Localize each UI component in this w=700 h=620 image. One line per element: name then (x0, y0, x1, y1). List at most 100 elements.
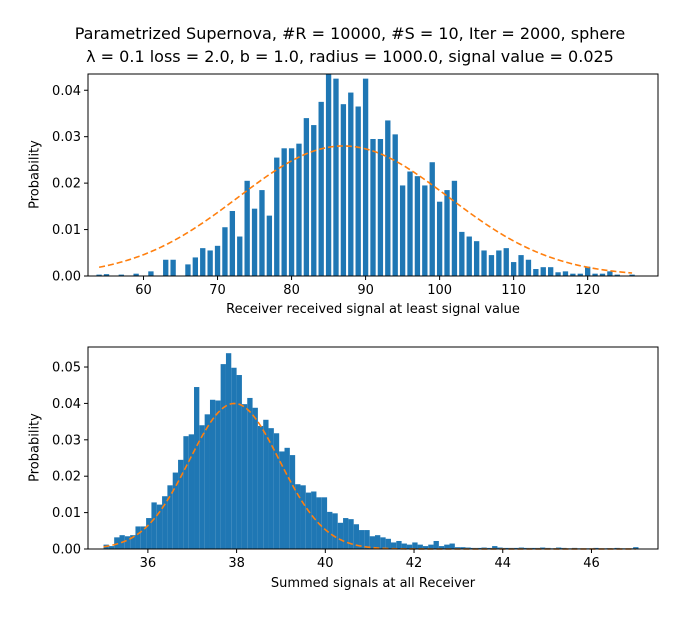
top-bar-0 (96, 274, 102, 276)
top-bar-12 (222, 227, 228, 276)
bottom-bar-9 (151, 502, 157, 549)
top-bar-58 (562, 271, 569, 276)
top-bar-47 (481, 250, 487, 276)
bottom-bar-22 (220, 364, 226, 549)
bottom-bar-2 (114, 537, 120, 549)
bottom-bar-16 (188, 434, 195, 549)
bottom-bar-6 (135, 526, 141, 549)
bottom-y-tick-label-1: 0.01 (52, 506, 81, 521)
top-bar-25 (318, 101, 324, 276)
top-y-tick-label-4: 0.04 (52, 84, 81, 99)
top-bar-52 (518, 255, 524, 276)
bottom-bar-64 (444, 544, 450, 549)
top-bar-31 (362, 78, 369, 276)
top-bar-48 (488, 255, 495, 276)
top-bar-15 (244, 180, 250, 276)
bottom-bar-7 (140, 526, 147, 549)
bottom-bar-57 (406, 544, 413, 549)
bottom-bar-55 (396, 540, 402, 549)
bottom-y-axis-label: Probability (27, 413, 43, 482)
bottom-bar-15 (183, 436, 189, 549)
top-bar-14 (237, 236, 243, 276)
bottom-bar-23 (225, 353, 232, 549)
bottom-bar-31 (268, 428, 274, 549)
top-bar-35 (392, 134, 398, 276)
bottom-x-tick-label-3: 42 (406, 556, 423, 571)
top-bar-46 (473, 241, 480, 276)
top-y-tick-label-3: 0.03 (52, 130, 81, 145)
chart-title-line-1: Parametrized Supernova, #R = 10000, #S =… (74, 24, 626, 43)
top-bar-44 (459, 231, 465, 276)
bottom-x-axis-label: Summed signals at all Receiver (270, 576, 476, 591)
top-bar-37 (407, 171, 413, 276)
bottom-bar-36 (295, 484, 301, 549)
top-bar-42 (444, 190, 450, 276)
top-x-tick-label-6: 120 (575, 283, 600, 298)
bottom-x-tick-label-4: 44 (494, 556, 511, 571)
top-bar-26 (325, 74, 332, 276)
bottom-y-tick-label-3: 0.03 (52, 433, 81, 448)
top-bar-24 (311, 125, 317, 276)
bottom-bar-17 (194, 387, 200, 549)
bottom-bar-24 (231, 367, 237, 549)
bottom-bar-21 (215, 400, 221, 549)
bottom-bar-67 (460, 547, 466, 549)
top-bar-63 (599, 273, 606, 276)
bottom-y-tick-label-2: 0.02 (52, 470, 81, 485)
top-x-tick-label-1: 70 (209, 283, 226, 298)
top-bar-62 (592, 273, 598, 276)
bottom-bar-35 (289, 455, 296, 549)
top-bar-64 (607, 271, 613, 276)
bottom-bar-62 (433, 540, 439, 549)
bottom-bar-51 (375, 535, 381, 549)
bottom-bar-10 (156, 504, 163, 549)
top-bar-16 (251, 208, 258, 276)
top-bar-41 (436, 201, 443, 276)
top-bar-30 (355, 106, 361, 276)
top-bar-13 (229, 210, 236, 276)
top-bar-11 (214, 245, 221, 276)
top-bar-38 (414, 176, 421, 276)
bottom-bar-92 (593, 547, 599, 549)
bottom-bar-25 (236, 375, 242, 549)
bottom-bar-72 (486, 547, 493, 549)
bottom-bar-42 (327, 511, 333, 549)
top-bar-32 (370, 139, 376, 276)
top-bar-53 (525, 259, 532, 276)
top-bar-9 (200, 248, 206, 276)
bottom-bar-44 (337, 522, 344, 549)
top-bar-2 (118, 274, 124, 276)
top-histogram-panel: 60 70 80 90 100 110 120 0.00 0.01 0.02 0.03 0.04 (52, 73, 659, 298)
top-bar-36 (399, 185, 406, 276)
bottom-histogram-panel: 36 38 40 42 44 46 0.00 0.01 0.02 0.03 0.04 0.05 (52, 346, 659, 571)
bottom-bar-60 (422, 546, 429, 549)
bottom-bar-39 (311, 491, 317, 549)
top-bar-28 (340, 104, 347, 277)
top-y-tick-label-1: 0.01 (52, 223, 81, 238)
bottom-bar-48 (359, 530, 365, 549)
top-bar-19 (274, 157, 280, 276)
bottom-bar-58 (412, 542, 418, 549)
bottom-axes-frame (87, 346, 659, 550)
bottom-bar-1 (108, 546, 115, 549)
top-x-tick-label-3: 90 (357, 283, 374, 298)
bottom-bar-43 (332, 513, 338, 549)
top-x-tick-label-5: 110 (501, 283, 526, 298)
top-bar-20 (281, 148, 287, 276)
bottom-bar-33 (279, 451, 285, 549)
top-y-tick-label-0: 0.00 (52, 270, 81, 285)
top-bar-7 (185, 264, 191, 276)
top-bar-50 (503, 248, 509, 276)
top-bar-3 (133, 273, 139, 276)
bottom-bar-61 (428, 544, 434, 549)
bottom-bar-65 (449, 543, 455, 549)
bottom-bar-59 (417, 544, 423, 549)
bottom-x-tick-label-1: 38 (228, 556, 245, 571)
bottom-bar-30 (263, 419, 269, 549)
bottom-bar-70 (476, 547, 482, 549)
top-fit-curve (98, 145, 633, 274)
top-x-axis-label: Receiver received signal at least signal… (226, 302, 520, 317)
top-bar-8 (192, 257, 198, 276)
